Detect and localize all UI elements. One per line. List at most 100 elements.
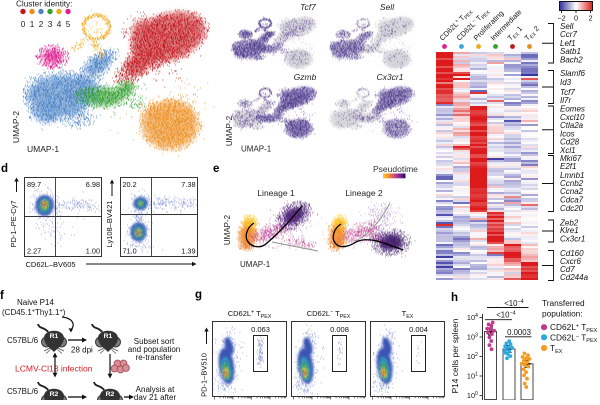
svg-text:UMAP-2: UMAP-2 xyxy=(225,115,234,146)
svg-text:(CD45.1+Thy1.1+): (CD45.1+Thy1.1+) xyxy=(2,308,66,317)
svg-text:−2: −2 xyxy=(557,14,565,23)
svg-text:103: 103 xyxy=(467,333,478,342)
svg-text:Transferred: Transferred xyxy=(542,298,585,308)
svg-text:Ly108–BV421: Ly108–BV421 xyxy=(105,201,114,248)
svg-text:CD62L+ TPEX: CD62L+ TPEX xyxy=(228,309,272,320)
svg-text:Icos: Icos xyxy=(560,130,575,139)
svg-text:2: 2 xyxy=(39,20,44,29)
svg-text:7.38: 7.38 xyxy=(181,180,195,189)
svg-text:TEX: TEX xyxy=(550,343,563,355)
svg-text:0.0003: 0.0003 xyxy=(507,328,531,337)
svg-text:h: h xyxy=(451,292,458,304)
svg-text:2.27: 2.27 xyxy=(27,247,41,256)
svg-text:Sell: Sell xyxy=(560,22,574,31)
svg-text:71.0: 71.0 xyxy=(123,247,137,256)
svg-text:0.008: 0.008 xyxy=(330,325,349,334)
svg-text:Cluster identity:: Cluster identity: xyxy=(16,0,72,9)
svg-text:Lineage 2: Lineage 2 xyxy=(345,188,383,198)
svg-text:Lef1: Lef1 xyxy=(560,39,576,48)
svg-text:0.063: 0.063 xyxy=(251,325,270,334)
svg-text:0.004: 0.004 xyxy=(409,325,428,334)
svg-text:1.00: 1.00 xyxy=(86,247,100,256)
svg-text:re-transfer: re-transfer xyxy=(136,353,173,362)
svg-text:Id3: Id3 xyxy=(560,78,572,87)
svg-text:Gzmb: Gzmb xyxy=(294,72,317,82)
svg-text:Cx3cr1: Cx3cr1 xyxy=(377,72,404,82)
svg-text:Pseudotime: Pseudotime xyxy=(373,164,418,174)
svg-text:Bach2: Bach2 xyxy=(560,56,583,65)
svg-text:5: 5 xyxy=(66,20,71,29)
svg-text:28 dpi: 28 dpi xyxy=(71,346,93,355)
svg-text:Mki67: Mki67 xyxy=(560,154,582,163)
svg-text:104: 104 xyxy=(467,313,478,322)
svg-text:6.98: 6.98 xyxy=(86,180,100,189)
svg-text:R1: R1 xyxy=(50,333,59,340)
svg-text:Cd244a: Cd244a xyxy=(560,273,589,282)
svg-text:1.39: 1.39 xyxy=(181,247,195,256)
svg-text:CD62L− TPEX: CD62L− TPEX xyxy=(307,309,351,320)
svg-text:Cxcr6: Cxcr6 xyxy=(560,257,581,266)
svg-text:Xcl1: Xcl1 xyxy=(559,146,576,155)
svg-text:CD62L− TPEX: CD62L− TPEX xyxy=(550,332,598,344)
svg-text:UMAP-2: UMAP-2 xyxy=(223,214,232,245)
svg-text:Ctla2a: Ctla2a xyxy=(560,121,584,130)
svg-text:Sell: Sell xyxy=(380,2,395,12)
svg-text:TEX: TEX xyxy=(402,309,414,320)
svg-text:Slamf6: Slamf6 xyxy=(560,69,585,78)
svg-text:Cd28: Cd28 xyxy=(560,138,580,147)
svg-text:Klre1: Klre1 xyxy=(560,226,579,235)
svg-text:Lineage 1: Lineage 1 xyxy=(257,188,295,198)
svg-text:and population: and population xyxy=(128,345,181,354)
svg-text:Cd160: Cd160 xyxy=(560,249,584,258)
svg-text:Cdca7: Cdca7 xyxy=(560,196,584,205)
svg-text:2: 2 xyxy=(588,14,592,23)
svg-text:C57BL/6: C57BL/6 xyxy=(7,336,39,345)
svg-text:100: 100 xyxy=(467,391,478,400)
svg-text:UMAP-2: UMAP-2 xyxy=(11,111,21,143)
svg-text:e: e xyxy=(213,163,219,175)
svg-text:Subset sort: Subset sort xyxy=(134,337,175,346)
svg-text:E2f1: E2f1 xyxy=(560,162,576,171)
svg-text:Cdc20: Cdc20 xyxy=(560,204,584,213)
svg-text:UMAP-1: UMAP-1 xyxy=(241,145,272,154)
svg-text:Satb1: Satb1 xyxy=(560,47,581,56)
svg-text:CD62L–BV605: CD62L–BV605 xyxy=(26,260,76,269)
svg-text:20.2: 20.2 xyxy=(123,180,137,189)
svg-text:R1: R1 xyxy=(104,333,113,340)
svg-text:day 21 after: day 21 after xyxy=(134,393,177,400)
svg-text:0: 0 xyxy=(21,20,26,29)
svg-text:<10−4: <10−4 xyxy=(504,299,524,308)
svg-text:PD-1–PE-Cy7: PD-1–PE-Cy7 xyxy=(9,200,18,247)
svg-text:Ccna2: Ccna2 xyxy=(560,187,584,196)
svg-text:1: 1 xyxy=(30,20,35,29)
svg-text:0: 0 xyxy=(574,14,578,23)
svg-text:Tcf7: Tcf7 xyxy=(560,88,575,97)
svg-text:C57BL/6: C57BL/6 xyxy=(7,387,39,396)
svg-text:f: f xyxy=(0,290,4,302)
svg-text:R2: R2 xyxy=(50,391,59,398)
svg-text:4: 4 xyxy=(57,20,62,29)
svg-text:Cd7: Cd7 xyxy=(560,265,575,274)
svg-text:d: d xyxy=(1,163,8,175)
svg-text:UMAP-1: UMAP-1 xyxy=(27,144,59,154)
svg-text:LCMV-Cl13 infection: LCMV-Cl13 infection xyxy=(15,364,93,374)
svg-text:101: 101 xyxy=(467,372,478,381)
svg-text:g: g xyxy=(195,289,202,301)
svg-text:Lmnb1: Lmnb1 xyxy=(560,171,584,180)
svg-text:Ccr7: Ccr7 xyxy=(560,30,577,39)
svg-text:89.7: 89.7 xyxy=(27,180,41,189)
svg-text:P14 cells per spleen: P14 cells per spleen xyxy=(450,318,460,393)
svg-text:Cxcl10: Cxcl10 xyxy=(560,113,585,122)
svg-text:R2: R2 xyxy=(106,391,115,398)
svg-text:Il7r: Il7r xyxy=(560,96,571,105)
svg-text:Eomes: Eomes xyxy=(560,105,585,114)
svg-text:CD62L+ TPEX: CD62L+ TPEX xyxy=(550,322,598,334)
svg-text:population:: population: xyxy=(542,309,583,319)
svg-text:PD-1–BV510: PD-1–BV510 xyxy=(200,353,209,397)
svg-text:Tcf7: Tcf7 xyxy=(300,2,316,12)
svg-text:Ccnb2: Ccnb2 xyxy=(560,179,584,188)
svg-text:UMAP-1: UMAP-1 xyxy=(240,260,271,269)
svg-text:102: 102 xyxy=(467,352,478,361)
svg-text:<10−4: <10−4 xyxy=(496,311,516,320)
svg-text:Zeb2: Zeb2 xyxy=(559,219,579,228)
